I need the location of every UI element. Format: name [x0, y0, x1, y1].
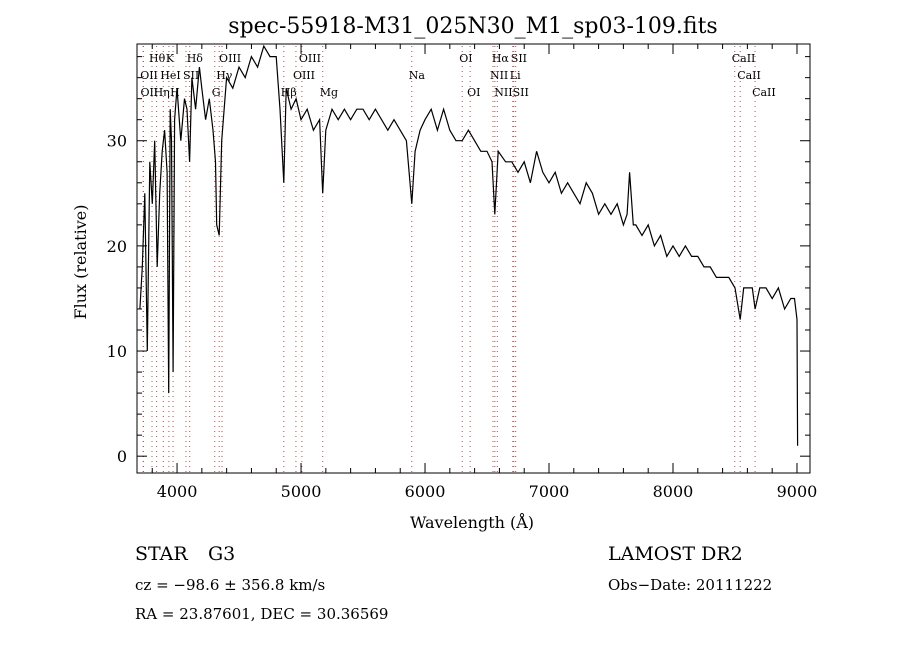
obs-date: Obs−Date: 20111222: [608, 576, 772, 594]
marker-label: SII: [513, 86, 529, 99]
coordinates: RA = 23.87601, DEC = 30.36569: [135, 605, 388, 623]
y-tick-label: 30: [107, 132, 127, 151]
marker-label: NII: [494, 86, 512, 99]
marker-label: OII: [140, 86, 158, 99]
y-tick-label: 10: [107, 342, 127, 361]
marker-label: OIII: [219, 52, 241, 65]
marker-label: Hβ: [281, 86, 297, 99]
survey-label: LAMOST DR2: [608, 543, 743, 565]
marker-label: Hθ: [149, 52, 166, 65]
object-class: STAR: [135, 543, 188, 565]
marker-label: OI: [459, 52, 472, 65]
marker-label: CaII: [737, 69, 761, 82]
marker-label: G: [212, 86, 221, 99]
spectrum-line: [139, 44, 799, 446]
x-tick-label: 6000: [405, 482, 446, 501]
marker-label: CaII: [732, 52, 756, 65]
marker-label: OI: [467, 86, 480, 99]
marker-label: OIII: [299, 52, 321, 65]
marker-label: OII: [140, 69, 158, 82]
marker-label: Mg: [320, 86, 338, 99]
x-tick-label: 8000: [653, 482, 694, 501]
marker-label: Hα: [492, 52, 510, 65]
axis-ticks: 4000 5000 6000 7000 8000 9000 0 10 20 30: [107, 44, 818, 501]
y-tick-label: 0: [117, 447, 127, 466]
y-axis-label: Flux (relative): [71, 205, 90, 320]
marker-label: Na: [409, 69, 426, 82]
subclass: G3: [208, 543, 235, 565]
x-tick-label: 7000: [529, 482, 570, 501]
marker-label: H: [170, 86, 180, 99]
redshift-velocity: cz = −98.6 ± 356.8 km/s: [135, 576, 325, 594]
marker-label: Li: [510, 69, 521, 82]
marker-label: Hδ: [187, 52, 204, 65]
marker-label: NII: [490, 69, 508, 82]
marker-label: HeI: [160, 69, 180, 82]
x-tick-label: 4000: [157, 482, 198, 501]
x-tick-label: 5000: [281, 482, 322, 501]
marker-label: CaII: [752, 86, 776, 99]
marker-label: OIII: [293, 69, 315, 82]
marker-label: Hγ: [216, 69, 233, 82]
marker-label: K: [166, 52, 175, 65]
chart-title: spec-55918-M31_025N30_M1_sp03-109.fits: [228, 14, 717, 39]
y-tick-label: 20: [107, 237, 127, 256]
x-axis-label: Wavelength (Å): [410, 512, 534, 532]
marker-label: Hη: [154, 86, 170, 99]
marker-label: SII: [511, 52, 527, 65]
plot-frame: [136, 43, 811, 474]
marker-label: SII: [183, 69, 199, 82]
x-tick-label: 9000: [777, 482, 818, 501]
